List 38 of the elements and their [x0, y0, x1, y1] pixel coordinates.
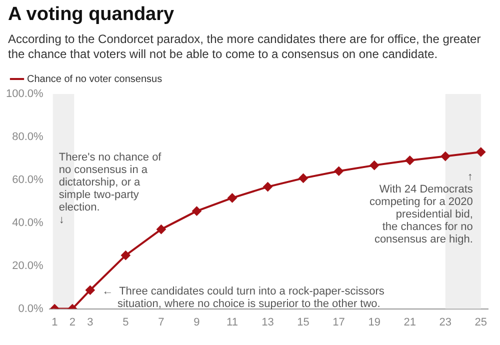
- y-tick-label: 100.0%: [6, 88, 44, 100]
- x-tick-label: 11: [226, 316, 238, 328]
- band-label: ↑ With 24 Democrats competing for a 2020 presidential bid, the chances for no consensus are high.: [370, 170, 474, 246]
- y-tick-label: 80.0%: [12, 130, 44, 143]
- point: [298, 174, 308, 183]
- point: [334, 166, 344, 176]
- x-tick-label: 13: [262, 316, 274, 328]
- x-tick-label: 1: [52, 316, 58, 328]
- annotation: ← Three candidates could turn into a rock-paper-scissors situation, where no choice is superior to the other two.: [102, 286, 385, 310]
- point: [370, 160, 379, 170]
- point: [156, 224, 166, 234]
- point: [405, 156, 414, 165]
- x-tick-label: 23: [439, 316, 452, 328]
- y-tick-label: 60.0%: [12, 174, 44, 186]
- x-tick-label: 25: [474, 316, 488, 328]
- x-tick-label: 17: [332, 316, 345, 328]
- x-tick-label: 19: [368, 316, 380, 328]
- point: [86, 286, 95, 295]
- x-tick-label: 5: [122, 316, 129, 328]
- point: [121, 250, 130, 260]
- x-tick-label: 15: [297, 316, 310, 328]
- point: [263, 182, 272, 192]
- x-tick-label: 7: [158, 316, 164, 328]
- chart-title: A voting quandary: [7, 3, 176, 26]
- point: [192, 206, 202, 216]
- x-tick-label: 3: [87, 316, 94, 328]
- point: [476, 147, 486, 156]
- band-label: There's no chance of no consensus in a dictatorship, or a simple two-party election. ↓: [58, 152, 162, 226]
- legend-label: Chance of no voter consensus: [27, 74, 162, 85]
- y-tick-label: 20.0%: [12, 260, 44, 272]
- y-tick-label: 0.0%: [18, 302, 44, 315]
- point: [228, 193, 237, 202]
- x-tick-label: 21: [404, 316, 416, 328]
- chart-subtitle: According to the Condorcet paradox, the more candidates there are for office, the greater the chance that voters will not be able to come to a consensus on one candidate.: [7, 31, 482, 62]
- point: [440, 152, 450, 161]
- y-tick-label: 40.0%: [12, 216, 44, 229]
- x-tick-label: 9: [194, 316, 200, 328]
- x-tick-label: 2: [69, 316, 76, 328]
